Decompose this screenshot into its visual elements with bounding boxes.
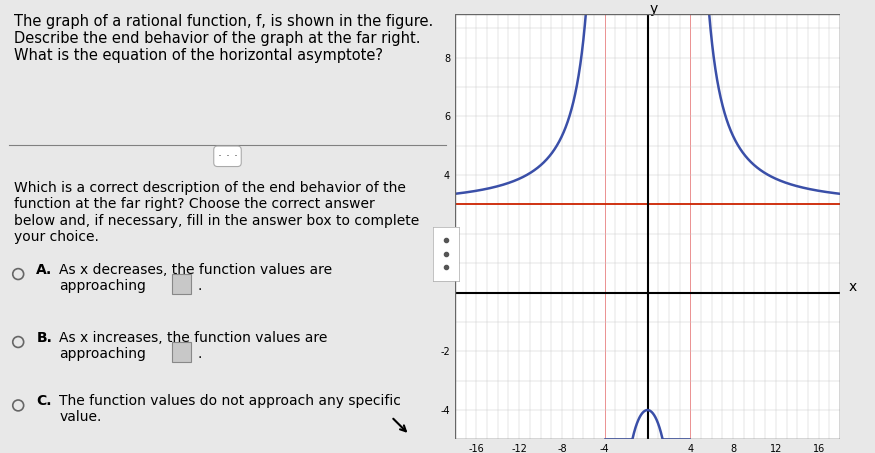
Text: approaching: approaching — [60, 347, 146, 361]
Text: C.: C. — [37, 394, 52, 408]
Text: approaching: approaching — [60, 279, 146, 293]
Text: B.: B. — [37, 331, 52, 345]
Text: As x decreases, the function values are: As x decreases, the function values are — [60, 263, 332, 277]
Text: y: y — [650, 2, 658, 16]
Text: As x increases, the function values are: As x increases, the function values are — [60, 331, 327, 345]
Text: Which is a correct description of the end behavior of the
function at the far ri: Which is a correct description of the en… — [14, 181, 419, 244]
Text: The function values do not approach any specific: The function values do not approach any … — [60, 394, 401, 408]
Text: The graph of a rational function, f, is shown in the figure.
Describe the end be: The graph of a rational function, f, is … — [14, 14, 433, 63]
Text: A.: A. — [37, 263, 52, 277]
Text: .: . — [198, 279, 202, 293]
Text: value.: value. — [60, 410, 102, 424]
Text: .: . — [198, 347, 202, 361]
Text: x: x — [849, 280, 857, 294]
Text: · · ·: · · · — [218, 150, 237, 163]
